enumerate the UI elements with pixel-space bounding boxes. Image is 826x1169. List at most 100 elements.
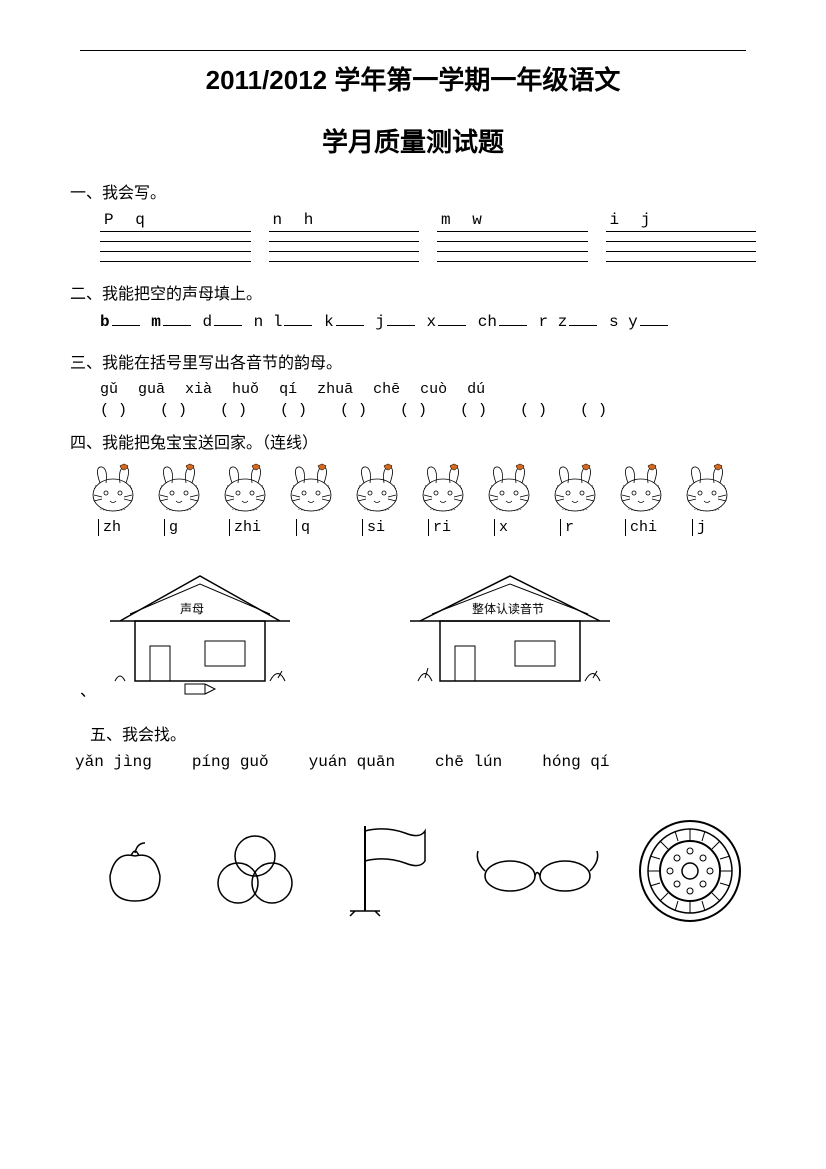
blank[interactable] [640,312,668,326]
house-icon [110,566,290,696]
q3-p-6: chē [373,381,400,398]
blank[interactable] [438,312,466,326]
caret-icon: 、 [80,677,96,701]
house-icon [410,566,610,696]
q3-p-0: gǔ [100,381,118,398]
house-row: 、 声母 整体认读音节 [110,566,756,701]
rabbit-item[interactable]: g [146,461,212,536]
seg-7: ch [478,313,497,331]
q3-b[interactable]: ( ) [100,402,152,419]
q3-b[interactable]: ( ) [280,402,332,419]
rabbit-label: ri [428,519,458,536]
rabbit-label: j [692,519,722,536]
write-line [100,242,251,252]
glasses-icon [470,841,600,901]
write-line [437,242,588,252]
write-head-2: m w [437,211,588,232]
q3-b[interactable]: ( ) [220,402,272,419]
rabbit-label: x [494,519,524,536]
q3-b[interactable]: ( ) [160,402,212,419]
rabbit-label: zhi [229,519,261,536]
blank[interactable] [569,312,597,326]
write-line [606,252,757,262]
title-line-1: 2011/2012 学年第一学期一年级语文 [70,60,756,97]
rabbit-item[interactable]: chi [608,461,674,536]
rabbit-label: si [362,519,392,536]
rabbit-item[interactable]: si [344,461,410,536]
house-2: 整体认读音节 [410,566,610,701]
q3-pinyin-row: gǔ guā xià huǒ qí zhuā chē cuò dú [100,381,756,398]
blank[interactable] [284,312,312,326]
q3-p-5: zhuā [317,381,353,398]
rabbit-item[interactable]: zhi [212,461,278,536]
write-line [606,232,757,242]
q3-p-3: huǒ [232,381,259,398]
section-1: 一、我会写。 P q n h m w i j [70,179,756,262]
q5-w-1: píng guǒ [192,753,269,771]
blank[interactable] [336,312,364,326]
section-4: 四、我能把兔宝宝送回家。（连线） zh g [70,429,756,701]
blank[interactable] [214,312,242,326]
rabbit-item[interactable]: q [278,461,344,536]
seg-5: j [375,313,385,331]
house-1: 、 声母 [110,566,290,701]
seg-2: d [202,313,212,331]
q3-p-2: xià [185,381,212,398]
seg-6: x [427,313,437,331]
seg-1: m [151,313,161,331]
writing-grid: P q n h m w i j [100,211,756,262]
circles-icon [210,831,300,911]
title-line-2: 学月质量测试题 [70,122,756,159]
seg-4: k [324,313,334,331]
section-3: 三、我能在括号里写出各音节的韵母。 gǔ guā xià huǒ qí zhuā… [70,349,756,419]
q3-p-7: cuò [420,381,447,398]
rabbit-item[interactable]: r [542,461,608,536]
section-1-label: 一、我会写。 [70,179,756,203]
house-1-label: 声母 [180,600,204,617]
q3-b[interactable]: ( ) [520,402,572,419]
q3-b[interactable]: ( ) [460,402,512,419]
q3-b[interactable]: ( ) [580,402,632,419]
rabbit-item[interactable]: zh [80,461,146,536]
q3-p-1: guā [138,381,165,398]
write-col-2: m w [437,211,588,262]
rabbit-label: r [560,519,590,536]
q5-icon-row [95,816,756,926]
rabbit-item[interactable]: ri [410,461,476,536]
rabbit-item[interactable]: j [674,461,740,536]
write-line [606,242,757,252]
write-head-1: n h [269,211,420,232]
q3-p-8: dú [467,381,485,398]
section-5-label: 五、我会找。 [90,721,756,745]
blank[interactable] [163,312,191,326]
house-2-label: 整体认读音节 [472,600,544,617]
rabbit-label: g [164,519,194,536]
seg-9: s y [609,313,638,331]
q5-w-4: hóng qí [542,753,609,771]
blank[interactable] [499,312,527,326]
write-head-0: P q [100,211,251,232]
flag-icon [335,821,435,921]
write-line [100,252,251,262]
write-head-3: i j [606,211,757,232]
seg-0: b [100,313,110,331]
q3-p-4: qí [279,381,297,398]
section-2-label: 二、我能把空的声母填上。 [70,280,756,304]
q5-w-0: yǎn jìng [75,753,152,771]
write-line [437,232,588,242]
q3-b[interactable]: ( ) [340,402,392,419]
seg-3: n l [254,313,283,331]
write-col-0: P q [100,211,251,262]
page-top-rule [80,50,746,51]
apple-icon [95,831,175,911]
blank[interactable] [387,312,415,326]
blank[interactable] [112,312,140,326]
rabbit-item[interactable]: x [476,461,542,536]
rabbit-label: zh [98,519,128,536]
section-4-label: 四、我能把兔宝宝送回家。（连线） [70,429,756,453]
write-col-3: i j [606,211,757,262]
q3-b[interactable]: ( ) [400,402,452,419]
fill-line: b m d n l k j x ch r z s y [100,312,756,331]
write-line [269,232,420,242]
section-5: 五、我会找。 yǎn jìng píng guǒ yuán quān chē l… [70,721,756,926]
